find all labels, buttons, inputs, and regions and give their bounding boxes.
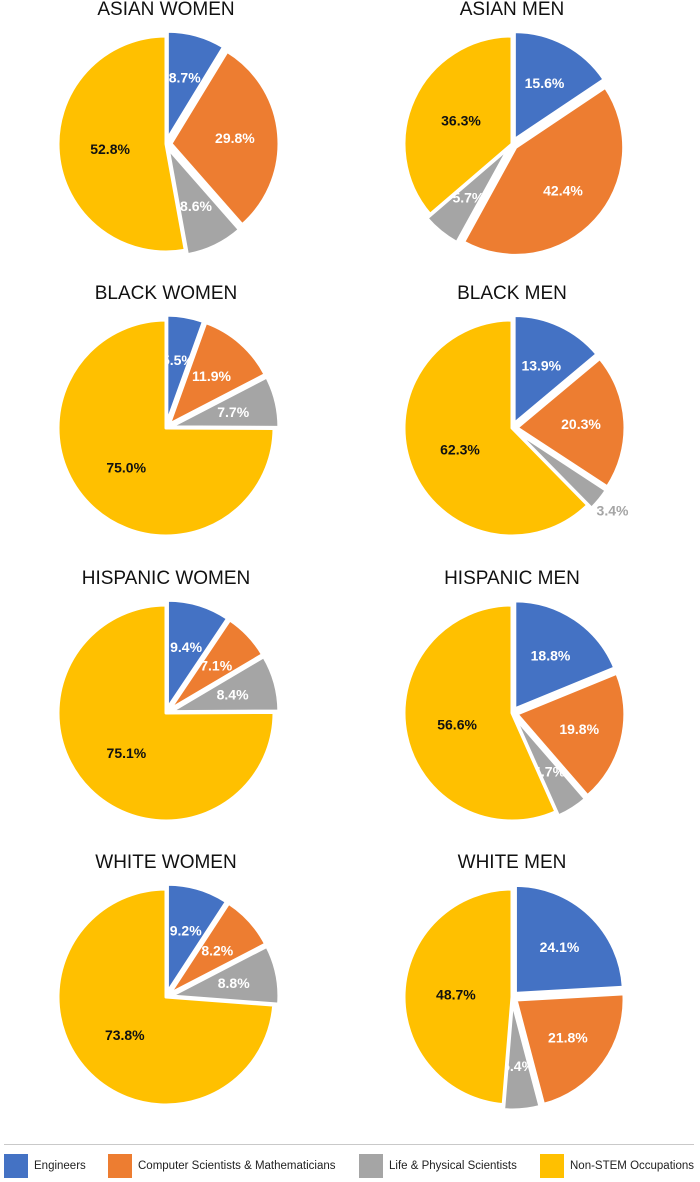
data-label-engineers: 13.9%: [521, 357, 561, 373]
legend-label-non-stem: Non-STEM Occupations: [570, 1160, 694, 1172]
legend-item-engineers: Engineers: [4, 1153, 86, 1179]
pie-slice-non-stem: [56, 318, 276, 538]
legend-label-cs-math: Computer Scientists & Mathematicians: [138, 1160, 336, 1172]
pie-slice-non-stem: [402, 603, 558, 823]
pie-slice-non-stem: [402, 318, 590, 538]
data-label-cs-math: 19.8%: [559, 721, 599, 737]
legend-label-life-phys: Life & Physical Scientists: [389, 1160, 517, 1172]
legend-swatch-life-phys: [359, 1154, 383, 1178]
pie-slice-non-stem: [56, 887, 276, 1107]
data-label-cs-math: 8.2%: [201, 943, 233, 959]
pie-slice-life-phys: [169, 655, 281, 714]
pie-slice-engineers: [165, 598, 230, 710]
pie-slice-cs-math: [168, 618, 265, 712]
pie-slice-engineers: [513, 883, 625, 995]
data-label-engineers: 8.7%: [169, 70, 201, 86]
pie-chart-8: WHITE MEN 24.1% 21.8% 5.4% 48.7%: [402, 852, 626, 1112]
data-label-non-stem: 36.3%: [441, 113, 481, 129]
pie-slice-non-stem: [56, 603, 276, 823]
legend-swatch-engineers: [4, 1154, 28, 1178]
pie-chart-3: BLACK WOMEN 5.5%11.9% 7.7% 75.0%: [56, 283, 281, 538]
pie-chart-5: HISPANIC WOMEN 9.4% 7.1% 8.4% 75.1%: [56, 568, 281, 823]
data-label-cs-math: 42.4%: [543, 183, 583, 199]
pie-slice-cs-math: [514, 992, 626, 1106]
data-label-non-stem: 56.6%: [437, 717, 477, 733]
legend-swatch-cs-math: [108, 1154, 132, 1178]
chart-title: HISPANIC MEN: [444, 568, 580, 589]
chart-title: WHITE MEN: [458, 852, 567, 873]
data-label-life-phys: 7.7%: [217, 404, 249, 420]
pie-slice-cs-math: [168, 901, 268, 996]
data-label-engineers: 15.6%: [525, 75, 565, 91]
legend-item-cs-math: Computer Scientists & Mathematicians: [108, 1153, 336, 1179]
pie-slice-engineers: [165, 29, 226, 141]
pie-slice-cs-math: [169, 49, 281, 227]
pie-slice-life-phys: [425, 146, 511, 245]
pie-slice-cs-math: [167, 321, 267, 426]
data-label-life-phys: 5.4%: [502, 1058, 534, 1074]
data-label-non-stem: 52.8%: [90, 141, 130, 157]
data-label-life-phys: 8.8%: [218, 975, 250, 991]
data-label-non-stem: 73.8%: [105, 1027, 145, 1043]
pie-chart-1: ASIAN WOMEN 8.7% 29.8% 8.6% 52.8%: [56, 0, 281, 257]
data-label-life-phys: 3.4%: [597, 503, 629, 519]
pie-slice-cs-math: [515, 356, 627, 489]
pie-chart-4: BLACK MEN 13.9% 20.3% 3.4% 62.3%: [402, 283, 629, 538]
data-label-cs-math: 20.3%: [561, 416, 601, 432]
pie-slice-non-stem: [56, 34, 187, 254]
pie-slice-life-phys: [169, 944, 281, 1006]
legend-divider: [4, 1144, 694, 1145]
data-label-engineers: 18.8%: [531, 648, 571, 664]
data-label-life-phys: 8.6%: [180, 198, 212, 214]
chart-title: ASIAN MEN: [460, 0, 565, 20]
data-label-non-stem: 62.3%: [440, 441, 480, 457]
chart-title: BLACK WOMEN: [95, 283, 238, 304]
chart-title: HISPANIC WOMEN: [82, 568, 251, 589]
data-label-cs-math: 11.9%: [192, 368, 231, 384]
pie-chart-7: WHITE WOMEN 9.2% 8.2% 8.8% 73.8%: [56, 852, 281, 1107]
pie-slice-engineers: [513, 599, 617, 711]
pie-slice-life-phys: [514, 429, 608, 510]
data-label-engineers: 24.1%: [540, 939, 580, 955]
legend: Engineers Computer Scientists & Mathemat…: [4, 1153, 698, 1179]
data-label-engineers: 5.5%: [162, 352, 194, 368]
data-label-cs-math: 21.8%: [548, 1030, 588, 1046]
pie-slice-non-stem: [402, 34, 514, 216]
pie-chart-grid: ASIAN WOMEN 8.7% 29.8% 8.6% 52.8% ASIAN MEN 15…: [56, 0, 629, 1112]
pie-slice-engineers: [165, 313, 205, 425]
chart-title: ASIAN WOMEN: [97, 0, 234, 20]
pie-slice-cs-math: [462, 85, 626, 257]
pie-slice-cs-math: [515, 671, 627, 798]
pie-slice-engineers: [512, 313, 599, 425]
legend-swatch-non-stem: [540, 1154, 564, 1178]
legend-label-engineers: Engineers: [34, 1160, 86, 1172]
data-label-cs-math: 29.8%: [215, 130, 255, 146]
data-label-engineers: 9.4%: [170, 639, 202, 655]
chart-title: BLACK MEN: [457, 283, 567, 304]
pie-slice-life-phys: [169, 375, 281, 429]
data-label-engineers: 9.2%: [170, 923, 202, 939]
data-label-life-phys: 5.7%: [452, 190, 484, 206]
pie-slice-non-stem: [402, 887, 514, 1107]
pie-slice-life-phys: [166, 147, 241, 257]
chart-title: WHITE WOMEN: [95, 852, 236, 873]
legend-item-non-stem: Non-STEM Occupations: [540, 1153, 694, 1179]
data-label-cs-math: 7.1%: [200, 658, 232, 674]
data-label-non-stem: 75.1%: [107, 745, 147, 761]
pie-slice-life-phys: [513, 715, 587, 818]
data-label-non-stem: 75.0%: [106, 460, 146, 476]
data-label-life-phys: 8.4%: [217, 687, 249, 703]
pie-slice-engineers: [165, 882, 228, 994]
data-label-non-stem: 48.7%: [436, 987, 476, 1003]
pie-chart-2: ASIAN MEN 15.6% 42.4% 5.7% 36.3%: [402, 0, 626, 257]
legend-item-life-phys: Life & Physical Scientists: [359, 1153, 517, 1179]
pie-slice-engineers: [512, 30, 606, 142]
pie-slice-life-phys: [502, 1000, 542, 1112]
